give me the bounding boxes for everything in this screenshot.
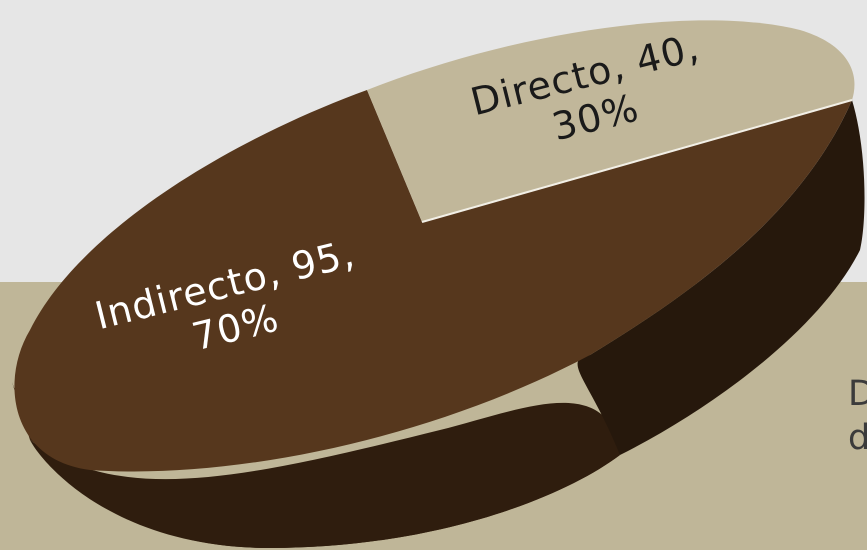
cropped-side-text-line2: d [848, 418, 867, 458]
cropped-side-text: D d [848, 372, 867, 460]
pie-slice-directo [367, 20, 855, 222]
pie-slice-indirecto [14, 90, 852, 472]
pie-side-directo [577, 100, 865, 455]
pie-slice-separator [421, 99, 853, 223]
cropped-side-text-line1: D [848, 374, 867, 414]
pie-side-indirecto-shade [30, 402, 620, 548]
